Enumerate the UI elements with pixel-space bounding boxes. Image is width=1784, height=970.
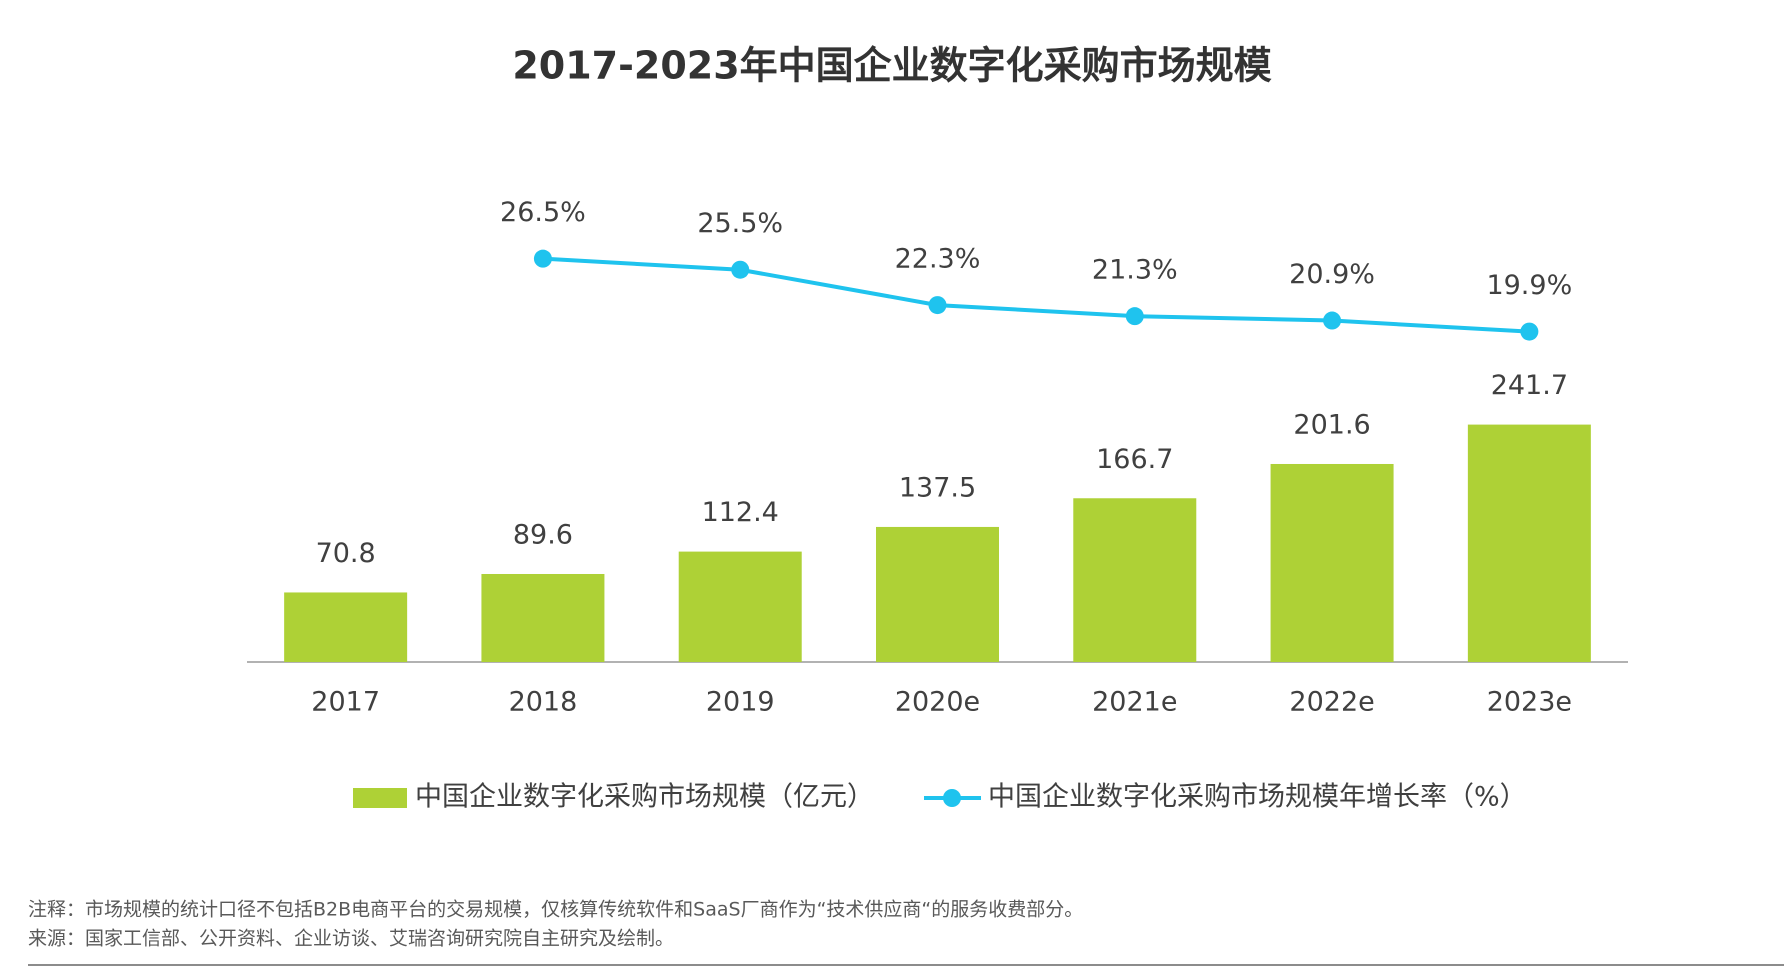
legend-swatch	[943, 789, 961, 807]
legend-swatch	[353, 788, 407, 808]
legend-label: 中国企业数字化采购市场规模年增长率（%）	[988, 782, 1527, 813]
line-point	[1520, 322, 1539, 341]
legend-label: 中国企业数字化采购市场规模（亿元）	[415, 782, 874, 813]
bar	[481, 573, 605, 662]
bar	[678, 551, 802, 662]
x-tick-label: 2020e	[895, 687, 980, 718]
bar	[1467, 424, 1591, 662]
value-label: 166.7	[1096, 444, 1173, 475]
bar	[1270, 463, 1394, 662]
x-tick-label: 2023e	[1487, 687, 1572, 718]
value-label: 22.3%	[895, 244, 981, 275]
x-tick-label: 2017	[311, 687, 380, 718]
value-label: 201.6	[1293, 409, 1370, 440]
bar	[284, 592, 408, 662]
x-tick-label: 2018	[509, 687, 578, 718]
value-label: 19.9%	[1486, 270, 1572, 301]
bar	[876, 526, 999, 662]
value-label: 112.4	[702, 497, 779, 528]
x-tick-label: 2021e	[1092, 687, 1177, 718]
line-point	[731, 260, 750, 279]
bar	[1073, 498, 1197, 662]
value-label: 26.5%	[500, 197, 586, 228]
line-point	[533, 249, 552, 268]
note: 注释：市场规模的统计口径不包括B2B电商平台的交易规模，仅核算传统软件和SaaS…	[28, 899, 1083, 921]
line-point	[1323, 311, 1342, 330]
line-point	[928, 296, 947, 315]
x-tick-label: 2019	[706, 687, 775, 718]
value-label: 241.7	[1491, 370, 1568, 401]
value-label: 21.3%	[1092, 255, 1178, 286]
chart-title: 2017-2023年中国企业数字化采购市场规模	[512, 44, 1271, 88]
value-label: 137.5	[899, 472, 976, 503]
line	[542, 256, 1530, 334]
note: 来源：国家工信部、公开资料、企业访谈、艾瑞咨询研究院自主研究及绘制。	[28, 928, 674, 950]
value-label: 89.6	[513, 519, 573, 550]
x-tick-label: 2022e	[1289, 687, 1374, 718]
value-label: 25.5%	[697, 208, 783, 239]
line-point	[1125, 307, 1144, 326]
value-label: 20.9%	[1289, 259, 1375, 290]
value-label: 70.8	[316, 538, 376, 569]
